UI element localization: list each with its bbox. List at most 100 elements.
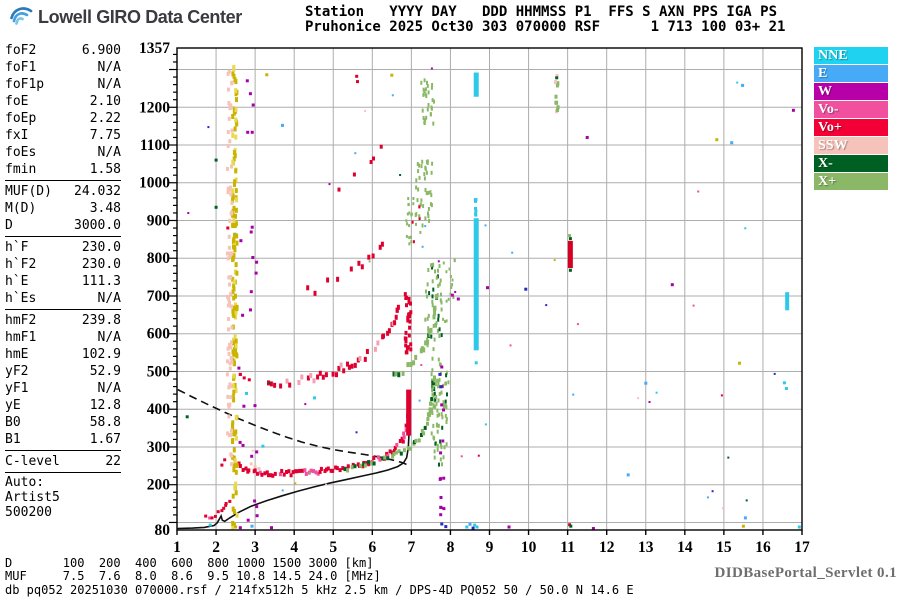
echo-dot [507, 525, 511, 529]
x-axis-label: 3 [251, 539, 259, 556]
echo-dot [442, 455, 445, 460]
echo-dot [399, 451, 403, 456]
echo-dot [406, 315, 410, 320]
echo-dot [442, 317, 445, 321]
echo-dot [524, 287, 528, 291]
echo-dot [736, 81, 739, 84]
echo-dot [242, 376, 246, 380]
echo-dot [223, 458, 227, 462]
echo-dot [232, 463, 236, 469]
echo-dot [427, 211, 429, 216]
echo-dot [420, 428, 424, 433]
echo-dot [773, 372, 776, 375]
echo-dot [427, 102, 430, 107]
echo-dot [397, 372, 401, 378]
echo-dot [261, 444, 265, 448]
echo-dot [436, 408, 439, 413]
echo-dot [394, 371, 398, 377]
parameter-panel: foF2 6.900 foF1 N/A foF1p N/A foE 2.10 foEp 2.22 f… [5, 42, 121, 520]
echo-dot [442, 401, 445, 406]
echo-dot [431, 378, 433, 383]
echo-dot [234, 338, 238, 344]
echo-dot [249, 290, 253, 294]
echo-dot [436, 274, 439, 279]
echo-dot [434, 294, 438, 300]
echo-dot [245, 79, 249, 83]
echo-dot [396, 304, 400, 310]
interference-segment [567, 240, 573, 269]
echo-dot [269, 381, 273, 387]
echo-dot [445, 381, 447, 386]
echo-dot [214, 158, 218, 162]
echo-dot [232, 305, 236, 311]
echo-dot [312, 469, 315, 474]
y-axis-label: 500 [147, 363, 171, 380]
echo-dot [231, 426, 235, 431]
echo-dot [405, 303, 408, 308]
echo-dot [408, 224, 411, 228]
echo-dot [477, 454, 480, 457]
echo-dot [727, 456, 730, 459]
echo-dot [235, 270, 239, 276]
echo-dot [440, 365, 444, 369]
echo-dot [380, 241, 384, 247]
echo-dot [349, 266, 353, 272]
echo-dot [297, 380, 301, 385]
echo-dot [475, 525, 479, 529]
echo-dot [358, 356, 362, 361]
echo-dot [232, 522, 236, 526]
echo-dot [309, 468, 313, 473]
echo-dot [231, 520, 235, 526]
echo-dot [412, 202, 415, 206]
echo-dot [424, 118, 427, 122]
echo-dot [670, 283, 674, 287]
echo-dot [232, 467, 236, 473]
echo-dot [231, 71, 235, 77]
param-row-hmf2: hmF2 239.8 [5, 312, 121, 329]
param-value: 230.0 [81, 257, 121, 272]
echo-dot [509, 344, 512, 347]
echo-dot [234, 232, 237, 235]
y-axis-label: 1000 [139, 175, 170, 192]
param-value: 12.8 [89, 398, 121, 413]
echo-dot [233, 223, 237, 228]
y-axis-label: 1357 [139, 40, 170, 57]
echo-dot [228, 282, 231, 287]
echo-dot [445, 405, 448, 409]
echo-dot [232, 359, 236, 365]
echo-dot [249, 308, 252, 312]
echo-dot [473, 523, 477, 527]
echo-dot [421, 245, 424, 248]
echo-dot [232, 286, 236, 292]
echo-dot [420, 198, 423, 203]
echo-dot [435, 321, 438, 326]
echo-dot [285, 470, 288, 474]
echo-dot [291, 470, 295, 475]
echo-dot [442, 507, 446, 511]
echo-dot [230, 128, 234, 133]
echo-dot [232, 283, 236, 289]
echo-dot [428, 333, 431, 338]
echo-dot [395, 307, 399, 313]
echo-dot [402, 448, 406, 453]
panel-separator [5, 450, 121, 451]
echo-dot [232, 337, 235, 343]
echo-dot [436, 413, 439, 418]
echo-dot [232, 431, 236, 437]
station-header-values: Pruhonice 2025 Oct30 303 070000 RSF 1 71… [305, 19, 786, 35]
echo-dot [229, 275, 233, 279]
param-value: 22 [105, 454, 121, 469]
echo-dot [241, 443, 245, 447]
echo-dot [403, 292, 407, 297]
param-label: h`F [5, 240, 29, 255]
echo-dot [378, 457, 382, 462]
echo-dot [226, 166, 229, 171]
echo-dot [434, 397, 437, 402]
echo-dot [227, 275, 231, 280]
echo-dot [234, 414, 238, 420]
echo-dot [187, 212, 190, 214]
echo-dot [434, 269, 436, 274]
echo-dot [784, 387, 788, 390]
x-axis-label: 9 [486, 539, 494, 556]
echo-dot [554, 80, 557, 85]
